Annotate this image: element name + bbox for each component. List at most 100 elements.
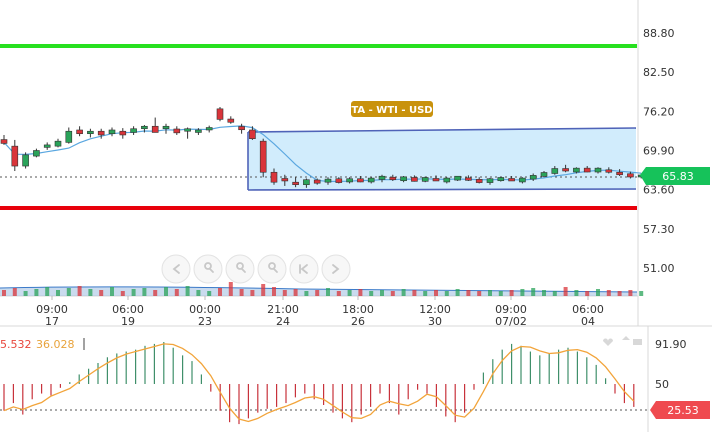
chevron-up-icon[interactable] [622, 336, 630, 340]
time-tick-label: 09:00 [495, 303, 527, 316]
candle [497, 176, 505, 182]
volume-bar [401, 289, 406, 296]
candle [508, 175, 515, 182]
candle [195, 128, 202, 135]
candle [87, 128, 94, 138]
zoom-in-icon [204, 262, 214, 273]
candle [443, 177, 451, 184]
price-tick-label: 88.80 [643, 27, 675, 40]
candle [227, 116, 235, 124]
candle [421, 176, 429, 183]
candle [519, 177, 526, 184]
volume-bar [218, 288, 222, 296]
time-tick-label: 21:00 [267, 303, 299, 316]
candle [281, 174, 289, 186]
arrow-right-icon [332, 264, 340, 274]
price-tick-label: 76.20 [643, 105, 675, 118]
menu-icon[interactable] [633, 339, 642, 345]
time-tick-label: 06:00 [572, 303, 604, 316]
volume-bar [23, 291, 28, 296]
volume-bar [639, 291, 644, 296]
oscillator-value-1: 5.532 [0, 338, 32, 351]
arrow-left-icon [172, 264, 180, 274]
candle [173, 126, 181, 135]
candle [411, 175, 418, 182]
volume-bar [12, 288, 17, 296]
volume-bar [196, 290, 201, 296]
candlesticks [0, 106, 645, 188]
oscillator-value-2: 36.028 [36, 338, 75, 351]
candle [303, 178, 310, 188]
candle [335, 177, 343, 184]
annotation-badge[interactable]: TA - WTI - USD [351, 101, 433, 117]
zoom-reset-button[interactable] [225, 254, 255, 284]
scroll-right-button[interactable] [321, 254, 351, 284]
volume-bar [617, 291, 622, 296]
annotation-label: TA - WTI - USD [351, 105, 432, 116]
candle [594, 167, 602, 174]
date-tick-label: 19 [121, 315, 135, 328]
volume-bar [66, 288, 71, 296]
price-channel[interactable] [248, 128, 636, 190]
candle [529, 173, 537, 181]
time-tick-label: 06:00 [112, 303, 144, 316]
candle [22, 152, 29, 169]
candle [54, 138, 62, 148]
price-tick-label: 57.30 [643, 223, 675, 236]
oscillator-panel-controls [603, 336, 642, 346]
candle [259, 138, 267, 178]
volume-bar [120, 291, 125, 296]
oscillator-legend: 5.532 36.028 [0, 338, 85, 351]
volume-bar [131, 289, 136, 296]
channel-top-line[interactable] [247, 127, 637, 133]
heart-icon[interactable] [603, 338, 613, 346]
candle [313, 178, 321, 185]
candle [292, 177, 299, 188]
candle [216, 106, 224, 122]
candle [583, 166, 591, 173]
time-tick-label: 00:00 [189, 303, 221, 316]
volume-bars [0, 282, 644, 296]
date-tick-label: 23 [198, 315, 212, 328]
volume-bar [574, 290, 579, 296]
candle [389, 174, 397, 181]
candle [378, 174, 386, 183]
candle [357, 175, 364, 183]
candle [249, 126, 256, 140]
navigation-toolbar [161, 254, 351, 284]
zoom-in-button[interactable] [193, 254, 223, 284]
volume-bar [2, 290, 6, 296]
volume-bar [531, 288, 536, 296]
volume-bar [88, 289, 93, 296]
candle [119, 128, 127, 139]
candle [346, 177, 353, 184]
volume-bar [369, 291, 374, 296]
time-axis: 09:001706:001900:002321:002418:002612:00… [36, 296, 604, 328]
date-tick-label: 30 [428, 315, 442, 328]
scroll-left-button[interactable] [161, 254, 191, 284]
candle [130, 126, 137, 135]
volume-bar [509, 290, 514, 296]
time-tick-label: 12:00 [419, 303, 451, 316]
zoom-out-button[interactable] [257, 254, 287, 284]
volume-bar [228, 282, 233, 296]
time-tick-label: 18:00 [342, 303, 374, 316]
candle [141, 125, 148, 133]
volume-bar [434, 290, 438, 296]
volume-bar [336, 291, 341, 296]
price-tick-label: 69.90 [643, 145, 675, 158]
volume-bar [628, 290, 633, 296]
candle [432, 175, 440, 182]
candle [65, 127, 73, 144]
candle [151, 117, 159, 133]
volume-bar [164, 287, 168, 296]
time-tick-label: 09:00 [36, 303, 68, 316]
jump-start-icon [299, 264, 308, 274]
volume-bar [45, 287, 50, 296]
jump-start-button[interactable] [289, 254, 319, 284]
volume-bar [326, 288, 330, 296]
volume-bar [282, 290, 287, 296]
channel-bottom-line[interactable] [247, 188, 637, 191]
